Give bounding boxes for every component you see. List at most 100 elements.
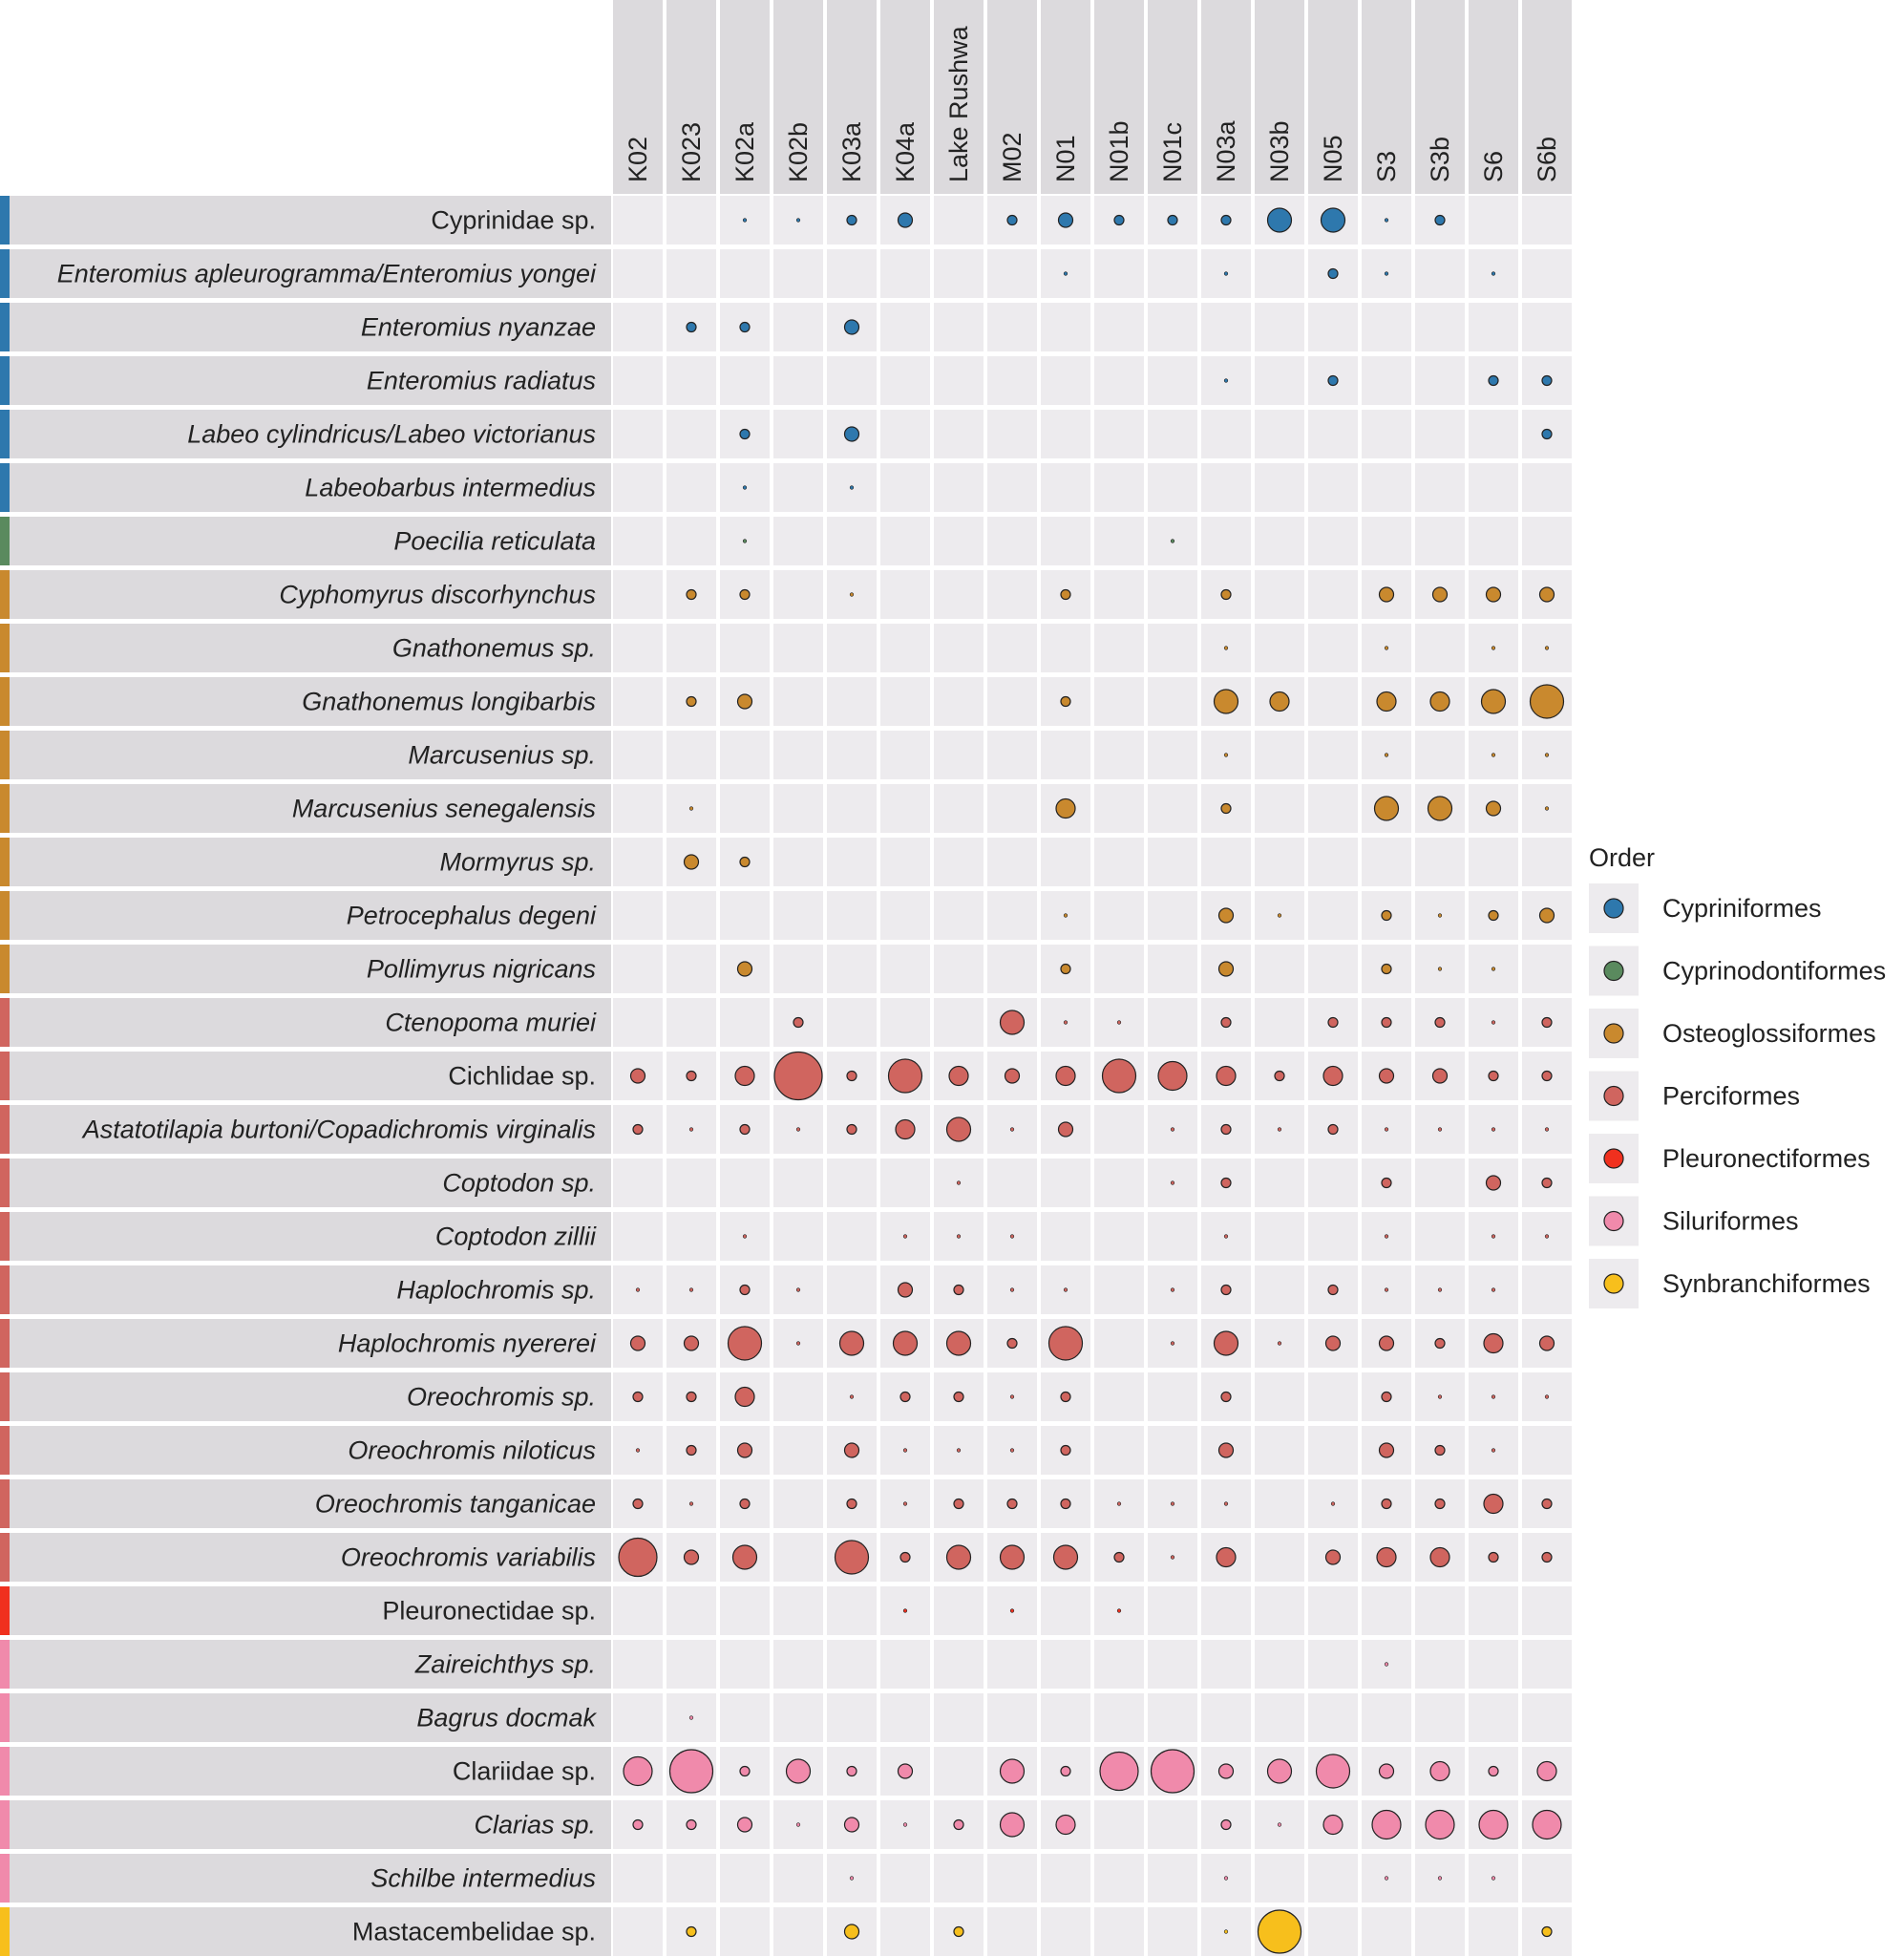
grid-cell	[934, 677, 984, 726]
grid-cell	[773, 1212, 823, 1261]
grid-cell	[934, 624, 984, 672]
bubble	[1376, 1546, 1397, 1568]
bubble	[887, 1058, 923, 1094]
grid-cell	[1255, 998, 1304, 1047]
grid-cell	[1255, 784, 1304, 833]
grid-cell	[1255, 1265, 1304, 1314]
bubble	[739, 1123, 751, 1136]
bubble	[1327, 374, 1339, 387]
row-label-bg	[10, 891, 611, 940]
bubble	[1170, 1180, 1175, 1185]
grid-cell	[1041, 1640, 1090, 1689]
bubble	[1434, 1337, 1446, 1350]
column-labels: K02 K023 K02a K02b K03a K04a Lake Rushwa M02 N01…	[624, 25, 1561, 182]
grid-cell	[1415, 624, 1465, 672]
grid-cell	[720, 1640, 770, 1689]
grid-cell	[1041, 1159, 1090, 1207]
bubble	[739, 588, 751, 601]
bubble	[1113, 214, 1125, 226]
grid-cell	[1522, 1693, 1572, 1742]
row-label-bg	[10, 303, 611, 351]
row-label: Mastacembelidae sp.	[352, 1918, 596, 1946]
grid-cell	[1094, 249, 1144, 298]
column-label: M02	[998, 132, 1026, 182]
bubble	[1277, 1127, 1282, 1132]
bubble	[1060, 588, 1071, 601]
order-stripe	[0, 1159, 10, 1207]
row-label-bg	[10, 1586, 611, 1635]
bubble	[629, 1335, 646, 1351]
bubble	[686, 1391, 697, 1403]
legend-key	[1603, 1210, 1624, 1232]
bubble	[1170, 539, 1175, 543]
grid-cell	[720, 731, 770, 779]
grid-cell	[1201, 517, 1251, 565]
legend-label: Pleuronectiformes	[1662, 1144, 1871, 1173]
bubble	[1101, 1058, 1137, 1094]
grid-cell	[1148, 410, 1197, 458]
bubble	[1009, 1234, 1015, 1239]
grid-cell	[1362, 463, 1411, 512]
bubble	[1491, 646, 1496, 650]
column-header-bg	[934, 0, 984, 194]
order-stripe	[0, 356, 10, 405]
bubble	[1055, 797, 1076, 819]
row-label-bg	[10, 838, 611, 886]
grid-cell	[666, 249, 716, 298]
grid-cell	[1094, 1212, 1144, 1261]
grid-cell	[934, 570, 984, 619]
legend-key	[1603, 1273, 1624, 1294]
column-label: Lake Rushwa	[944, 25, 973, 182]
bubble	[1220, 1818, 1232, 1831]
bubble	[1384, 1127, 1389, 1132]
bubble	[1378, 1335, 1395, 1351]
bubble	[843, 1442, 860, 1458]
column-header-bg	[1362, 0, 1411, 194]
row-label-bg	[10, 570, 611, 619]
grid-cell	[1094, 303, 1144, 351]
grid-cell	[1148, 731, 1197, 779]
bubble	[742, 1234, 748, 1239]
grid-cell	[1255, 731, 1304, 779]
bubble	[948, 1065, 969, 1087]
row-label: Gnathonemus sp.	[392, 634, 596, 663]
row-label: Haplochromis sp.	[396, 1276, 596, 1305]
grid-cell	[934, 945, 984, 993]
bubble	[1491, 271, 1496, 276]
bubble	[846, 1070, 857, 1082]
bubble	[1113, 1551, 1125, 1563]
row-label: Labeobarbus intermedius	[305, 474, 596, 502]
bubble	[1491, 1394, 1496, 1399]
grid-cell	[773, 410, 823, 458]
bubble	[1491, 1127, 1496, 1132]
bubble	[1434, 1016, 1446, 1029]
grid-cell	[1148, 624, 1197, 672]
bubble	[686, 1925, 697, 1938]
grid-cell	[666, 731, 716, 779]
grid-cell	[827, 677, 877, 726]
bubble	[739, 1498, 751, 1510]
bubble	[618, 1537, 658, 1578]
legend-label: Synbranchiformes	[1662, 1269, 1871, 1298]
grid-cell	[827, 1586, 877, 1635]
row-label: Cyphomyrus discorhynchus	[279, 581, 596, 609]
order-stripe	[0, 1907, 10, 1956]
grid-cell	[1201, 838, 1251, 886]
row-label: Poecilia reticulata	[393, 527, 596, 556]
grid-cell	[613, 998, 663, 1047]
bubble	[1381, 1016, 1392, 1029]
column-label: K02b	[784, 122, 813, 182]
row-label: Clarias sp.	[474, 1811, 596, 1839]
grid-cell	[1415, 1159, 1465, 1207]
bubble	[1009, 1448, 1015, 1453]
bubble	[739, 1765, 751, 1777]
grid-cell	[1094, 1319, 1144, 1368]
grid-cell	[1148, 1907, 1197, 1956]
legend-key	[1603, 960, 1624, 982]
bubble	[1315, 1754, 1351, 1789]
grid-cell	[1522, 1854, 1572, 1903]
bubble	[1009, 1127, 1015, 1132]
bubble	[1116, 1608, 1122, 1613]
grid-cell	[1308, 731, 1358, 779]
bubble	[902, 1822, 908, 1827]
